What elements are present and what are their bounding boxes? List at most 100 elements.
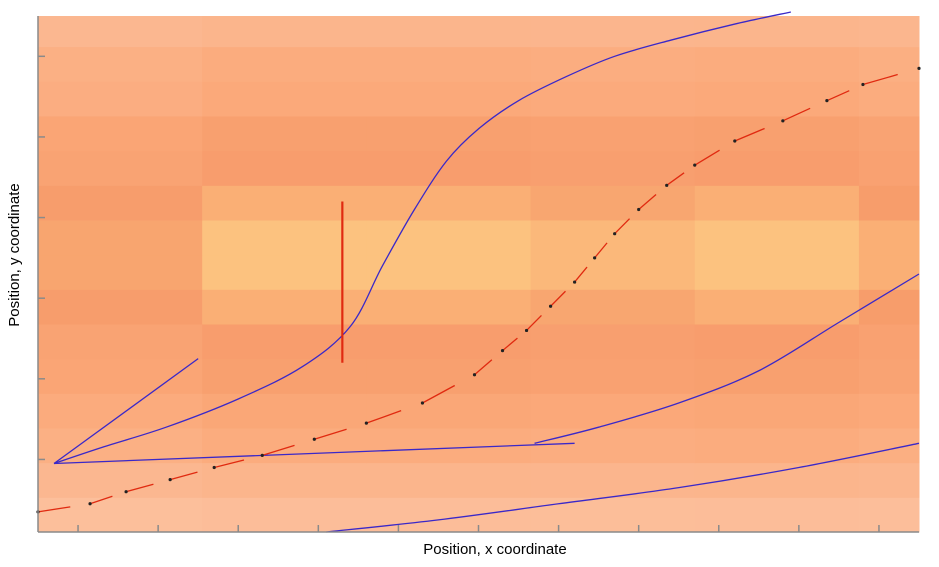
heatmap-cell — [366, 185, 532, 221]
heatmap-cell — [202, 427, 367, 464]
series-layer — [36, 11, 921, 533]
trajectory-point — [861, 82, 865, 87]
heatmap-cell — [366, 289, 532, 325]
heatmap-cell — [38, 219, 203, 256]
heatmap-cell — [694, 393, 860, 429]
trajectory-point — [637, 207, 641, 212]
x-axis-label: Position, x coordinate — [423, 541, 566, 558]
heatmap-cell — [202, 323, 367, 360]
trajectory-point — [312, 437, 316, 441]
heatmap-cell — [366, 462, 532, 498]
heatmap-cell — [694, 323, 860, 360]
heatmap-cell — [530, 46, 696, 82]
heatmap-cell — [202, 81, 367, 117]
heatmap-cell — [366, 358, 532, 394]
trajectory-segment — [366, 410, 402, 424]
heatmap-cell — [38, 46, 203, 82]
heatmap-cell — [202, 46, 367, 82]
trajectory-segment — [214, 459, 245, 469]
trajectory-point — [665, 183, 669, 187]
trajectory-point — [613, 232, 617, 236]
heatmap-cell — [38, 497, 203, 533]
trajectory-point — [693, 163, 697, 167]
trajectory-point — [593, 256, 597, 260]
y-axis-label: Position, y coordinate — [6, 183, 23, 326]
heatmap-cell — [38, 81, 203, 117]
heatmap-cell — [858, 358, 920, 394]
heatmap-cell — [694, 427, 860, 464]
heatmap-cell — [694, 254, 860, 290]
heatmap-cell — [694, 289, 860, 325]
heatmap-cell — [366, 219, 532, 256]
heatmap-cell — [38, 185, 203, 221]
heatmap-cell — [202, 497, 367, 533]
heatmap-cell — [530, 185, 696, 221]
trajectory-point — [88, 502, 92, 506]
heatmap-background — [38, 16, 920, 533]
trajectory-point — [472, 373, 477, 377]
heatmap-cell — [858, 16, 920, 48]
trajectory-segment — [826, 90, 850, 102]
trajectory-segment — [666, 172, 685, 186]
heatmap-cell — [366, 393, 532, 429]
trajectory-point — [260, 453, 264, 458]
heatmap-cell — [530, 427, 696, 464]
heatmap-cell — [366, 46, 532, 82]
trajectory-segment — [169, 471, 198, 481]
heatmap-cell — [694, 497, 860, 533]
heatmap-cell — [694, 219, 860, 256]
heatmap-cell — [38, 150, 203, 186]
heatmap-cell — [530, 115, 696, 152]
heatmap-cell — [858, 150, 920, 186]
heatmap-cell — [858, 393, 920, 429]
heatmap-cell — [530, 16, 696, 48]
heatmap-cell — [858, 254, 920, 290]
heatmap-cell — [694, 185, 860, 221]
heatmap-cell — [38, 462, 203, 498]
trajectory-point — [420, 401, 425, 405]
trajectory-point — [917, 66, 921, 71]
trajectory-point — [825, 99, 829, 103]
heatmap-cell — [202, 289, 367, 325]
heatmap-cell — [858, 289, 920, 325]
heatmap-cell — [694, 46, 860, 82]
trajectory-point — [524, 328, 529, 333]
trajectory-segment — [694, 149, 720, 166]
trajectory-segment — [734, 127, 765, 142]
heatmap-cell — [530, 219, 696, 256]
heatmap-cell — [530, 81, 696, 117]
heatmap-cell — [202, 219, 367, 256]
trajectory-segment — [550, 290, 566, 307]
heatmap-cell — [38, 323, 203, 360]
blue-curve — [53, 11, 791, 465]
blue-curve — [53, 442, 575, 465]
trajectory-segment — [502, 337, 518, 352]
trajectory-segment — [594, 242, 608, 259]
trajectory-point — [573, 280, 577, 284]
heatmap-cell — [530, 254, 696, 290]
heatmap-cell — [858, 497, 920, 533]
axes — [37, 16, 919, 533]
heatmap-cell — [38, 393, 203, 429]
heatmap-cell — [202, 115, 367, 152]
heatmap-cell — [858, 219, 920, 256]
heatmap-cell — [530, 358, 696, 394]
trajectory-segment — [526, 314, 542, 331]
heatmap-cell — [38, 358, 203, 394]
heatmap-cell — [202, 393, 367, 429]
heatmap-cell — [366, 81, 532, 117]
trajectory-segment — [125, 483, 154, 493]
blue-curve — [534, 273, 920, 444]
heatmap-cell — [38, 16, 203, 48]
heatmap-cell — [858, 115, 920, 152]
heatmap-cell — [38, 254, 203, 290]
heatmap-cell — [694, 358, 860, 394]
trajectory-segment — [638, 194, 657, 210]
heatmap-cell — [694, 150, 860, 186]
heatmap-cell — [38, 115, 203, 152]
heatmap-cell — [694, 81, 860, 117]
heatmap-cell — [858, 462, 920, 498]
heatmap-cell — [202, 462, 367, 498]
heatmap-cell — [858, 81, 920, 117]
